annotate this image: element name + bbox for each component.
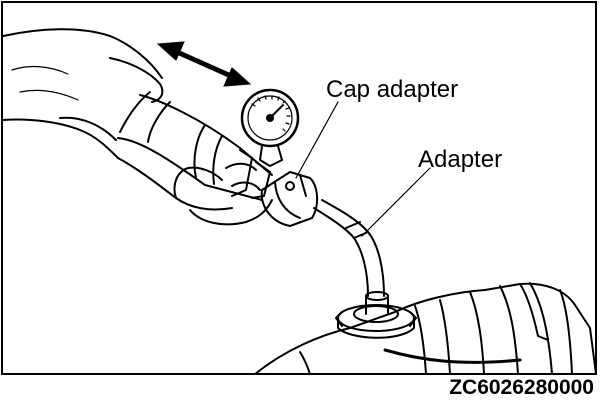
cap-adapter-leader	[295, 101, 339, 179]
adapter-label: Adapter	[418, 146, 503, 173]
hand	[2, 28, 273, 226]
pressure-gauge-icon	[240, 88, 300, 167]
figure-code: ZC6026280000	[449, 376, 594, 399]
adapter-leader	[361, 167, 431, 237]
radiator-cap-fitting	[335, 291, 417, 339]
radiator	[254, 282, 597, 375]
pressure-tester	[117, 91, 273, 201]
illustration-frame	[1, 1, 597, 375]
cap-adapter-body	[260, 171, 318, 227]
cap-adapter-label: Cap adapter	[326, 76, 459, 103]
leader-lines	[295, 101, 431, 237]
